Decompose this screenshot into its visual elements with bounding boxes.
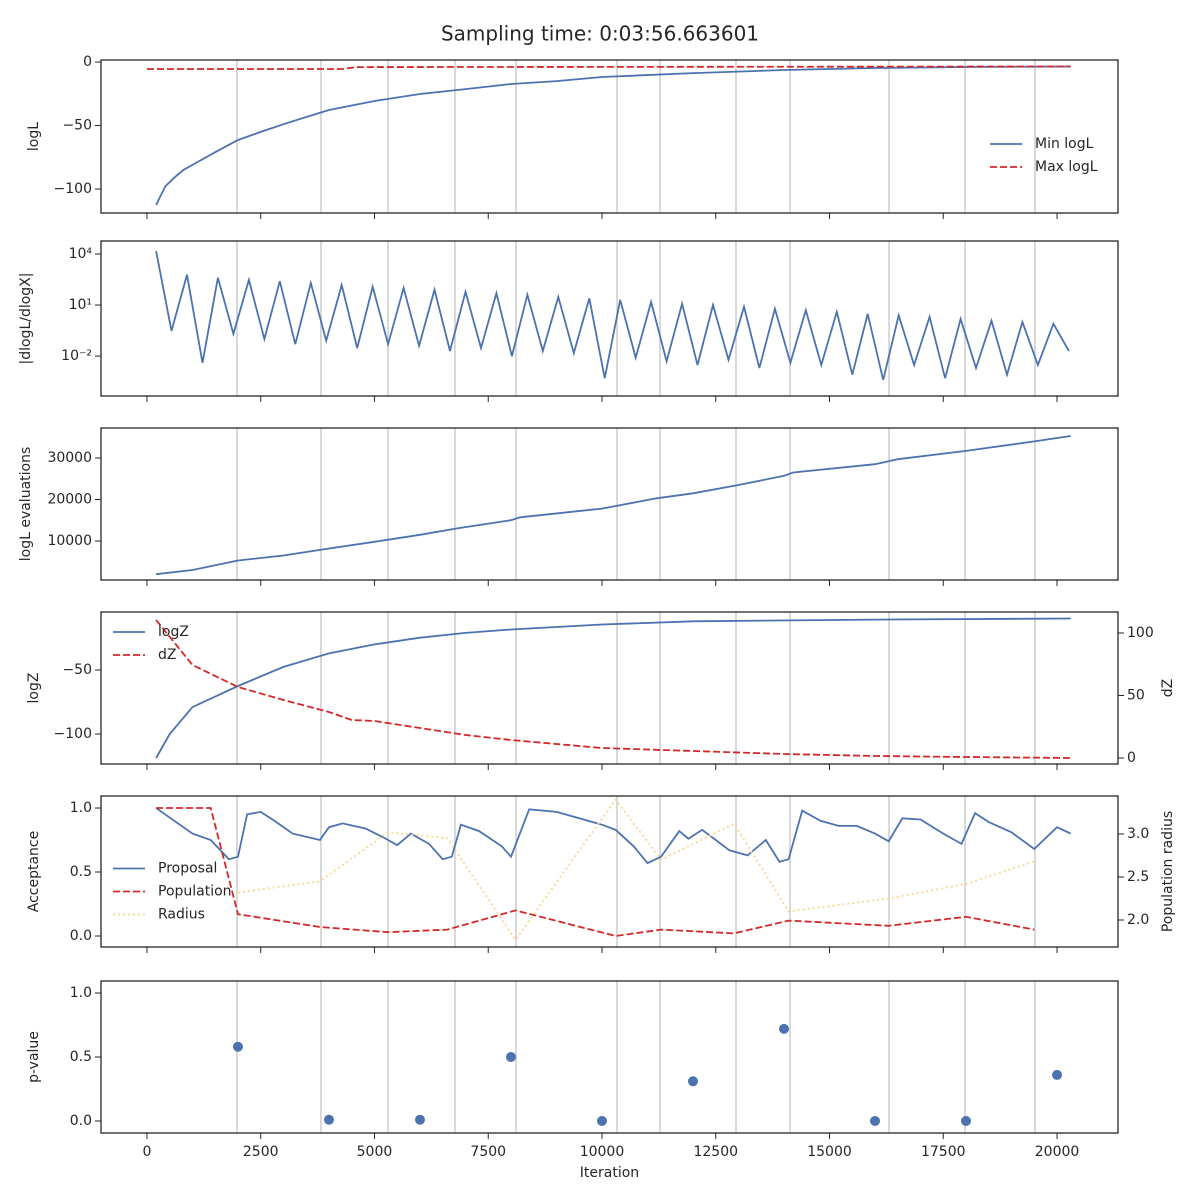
x-tick-label: 20000 bbox=[1035, 1144, 1080, 1160]
y-tick-label: 0.5 bbox=[70, 1049, 92, 1065]
legend-label: Population bbox=[158, 884, 232, 900]
point bbox=[1052, 1069, 1063, 1080]
y-tick-label: 10000 bbox=[47, 533, 92, 549]
y2-tick-label: 3.0 bbox=[1127, 826, 1149, 842]
plot-frame bbox=[100, 795, 1119, 948]
y-tick-label: 10¹ bbox=[69, 297, 92, 313]
y-axis-label: logL bbox=[26, 122, 42, 151]
y2-axis-label: Population radius bbox=[1160, 811, 1176, 932]
x-tick-label: 7500 bbox=[470, 1144, 506, 1160]
x-tick-label: 2500 bbox=[243, 1144, 279, 1160]
x-axis-label: Iteration bbox=[580, 1165, 639, 1181]
legend-label: Min logL bbox=[1035, 136, 1094, 152]
y-tick-label: 10⁻² bbox=[61, 348, 92, 364]
y-tick-label: −50 bbox=[62, 662, 92, 678]
y2-axis-label: dZ bbox=[1160, 679, 1176, 697]
point bbox=[870, 1115, 881, 1126]
y-axis-label: logL evaluations bbox=[18, 447, 34, 562]
y2-tick-label: 2.5 bbox=[1127, 869, 1149, 885]
y-axis-label: Acceptance bbox=[26, 831, 42, 912]
y-axis-label: logZ bbox=[26, 673, 42, 704]
legend-label: logZ bbox=[158, 624, 189, 640]
y-tick-label: 20000 bbox=[47, 491, 92, 507]
point bbox=[687, 1076, 698, 1087]
series-line bbox=[155, 65, 1071, 206]
plot-frame bbox=[100, 427, 1119, 581]
x-tick-label: 17500 bbox=[921, 1144, 966, 1160]
series-line bbox=[155, 619, 1071, 759]
y2-tick-label: 2.0 bbox=[1127, 912, 1149, 928]
y-tick-label: 1.0 bbox=[70, 800, 92, 816]
x-tick-label: 15000 bbox=[807, 1144, 852, 1160]
point bbox=[596, 1115, 607, 1126]
y-tick-label: 0 bbox=[83, 54, 92, 70]
y-tick-label: 0.0 bbox=[70, 928, 92, 944]
series-line bbox=[155, 435, 1071, 576]
x-tick-label: 0 bbox=[142, 1144, 151, 1160]
series-line bbox=[155, 807, 1072, 865]
legend-label: dZ bbox=[158, 647, 176, 663]
y-tick-label: −50 bbox=[62, 118, 92, 134]
point bbox=[323, 1114, 334, 1125]
point bbox=[779, 1023, 790, 1034]
y-tick-label: 10⁴ bbox=[69, 246, 93, 262]
point bbox=[505, 1052, 516, 1062]
x-tick-label: 10000 bbox=[580, 1144, 625, 1160]
series-line bbox=[147, 65, 1071, 70]
y2-tick-label: 100 bbox=[1127, 625, 1154, 641]
y-tick-label: −100 bbox=[54, 726, 92, 742]
y-tick-label: 0.0 bbox=[70, 1113, 92, 1129]
series-line bbox=[155, 617, 1071, 759]
y-axis-label: |dlogL/dlogX| bbox=[18, 273, 34, 365]
legend-label: Max logL bbox=[1035, 159, 1098, 175]
series-line bbox=[155, 250, 1070, 381]
figure-title: Sampling time: 0:03:56.663601 bbox=[441, 22, 759, 46]
y-axis-label: p-value bbox=[26, 1031, 42, 1083]
legend-label: Radius bbox=[158, 907, 205, 923]
point bbox=[414, 1114, 425, 1125]
x-tick-label: 12500 bbox=[693, 1144, 738, 1160]
plot-frame bbox=[100, 980, 1119, 1134]
y2-tick-label: 0 bbox=[1127, 750, 1136, 766]
point bbox=[961, 1115, 972, 1126]
y-tick-label: −100 bbox=[54, 181, 92, 197]
x-tick-label: 5000 bbox=[357, 1144, 393, 1160]
point bbox=[232, 1041, 243, 1052]
y-tick-label: 1.0 bbox=[70, 985, 92, 1001]
y-tick-label: 30000 bbox=[47, 450, 92, 466]
plot-frame bbox=[100, 59, 1119, 214]
plot-frame bbox=[100, 611, 1119, 765]
y2-tick-label: 50 bbox=[1127, 688, 1145, 704]
legend-label: Proposal bbox=[158, 861, 217, 877]
plot-frame bbox=[100, 240, 1119, 397]
y-tick-label: 0.5 bbox=[70, 864, 92, 880]
